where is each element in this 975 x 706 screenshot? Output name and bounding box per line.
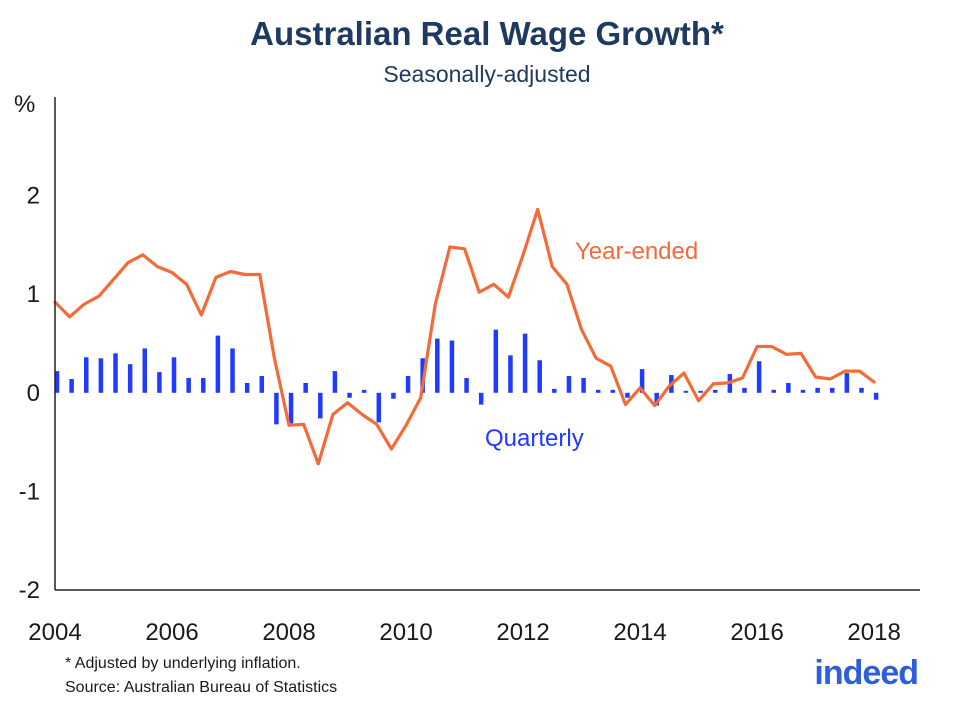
quarterly-bar bbox=[332, 371, 338, 393]
quarterly-bar bbox=[274, 392, 279, 425]
quarterly-bar bbox=[566, 376, 572, 393]
quarterly-bar bbox=[215, 335, 221, 393]
quarterly-bar bbox=[84, 357, 89, 393]
quarterly-bar bbox=[157, 372, 162, 393]
chart-subtitle: Seasonally-adjusted bbox=[383, 61, 590, 87]
quarterly-bar bbox=[347, 392, 352, 398]
quarterly-bar bbox=[756, 361, 762, 393]
quarterly-bar bbox=[69, 378, 74, 393]
quarterly-bar bbox=[610, 389, 616, 393]
quarterly-bar bbox=[552, 388, 557, 393]
quarterly-bar bbox=[54, 371, 60, 393]
quarterly-bar bbox=[493, 329, 499, 393]
y-tick-label: -2 bbox=[19, 577, 40, 604]
quarterly-bar bbox=[171, 357, 177, 393]
quarterly-bar bbox=[742, 387, 747, 393]
quarterly-bar bbox=[230, 348, 235, 393]
quarterly-bar bbox=[259, 376, 265, 393]
source-note: Source: Australian Bureau of Statistics bbox=[65, 679, 337, 696]
y-tick-label: -1 bbox=[19, 478, 40, 505]
quarterly-bar bbox=[186, 378, 191, 393]
quarterly-bar bbox=[508, 355, 513, 393]
quarterly-bar bbox=[201, 378, 206, 393]
quarterly-bar bbox=[361, 389, 367, 393]
x-tick-label: 2014 bbox=[613, 619, 666, 646]
quarterly-bar bbox=[244, 382, 250, 393]
quarterly-bar bbox=[625, 392, 630, 398]
quarterly-bar bbox=[654, 392, 659, 406]
quarterly-bar bbox=[435, 338, 440, 393]
quarterly-bar bbox=[639, 369, 645, 393]
x-axis-ticks: 2004 2006 2008 2010 2012 2014 2016 2018 bbox=[28, 619, 901, 646]
quarterly-bar bbox=[113, 353, 118, 393]
quarterly-bar bbox=[405, 376, 411, 393]
quarterly-bar bbox=[318, 392, 323, 419]
y-axis-ticks: -2 -1 0 1 2 bbox=[19, 183, 40, 604]
quarterly-bar bbox=[683, 390, 689, 393]
y-tick-label: 1 bbox=[27, 281, 40, 308]
footnote: * Adjusted by underlying inflation. bbox=[65, 655, 301, 672]
x-tick-label: 2008 bbox=[262, 619, 315, 646]
quarterly-bar bbox=[581, 378, 586, 393]
year-ended-series-label: Year-ended bbox=[575, 238, 698, 265]
quarterly-bar bbox=[449, 340, 455, 393]
quarterly-bar bbox=[800, 389, 806, 393]
quarterly-bar bbox=[859, 387, 864, 393]
x-tick-label: 2004 bbox=[28, 619, 81, 646]
quarterly-bar bbox=[786, 382, 791, 393]
quarterly-bar bbox=[771, 389, 776, 393]
quarterly-bar bbox=[142, 348, 148, 393]
quarterly-bar bbox=[391, 392, 396, 399]
y-tick-label: 2 bbox=[27, 183, 40, 210]
quarterly-bar bbox=[873, 392, 879, 400]
quarterly-bar bbox=[288, 392, 294, 424]
quarterly-bar bbox=[98, 358, 104, 393]
quarterly-bar bbox=[595, 389, 601, 393]
quarterly-bar bbox=[464, 378, 469, 393]
x-tick-label: 2012 bbox=[496, 619, 549, 646]
year-ended-line bbox=[53, 207, 876, 466]
indeed-logo: indeed bbox=[814, 654, 918, 692]
quarterly-bar bbox=[376, 392, 382, 423]
y-tick-label: 0 bbox=[27, 380, 40, 407]
y-axis-unit-label: % bbox=[14, 91, 35, 118]
quarterly-bar bbox=[712, 389, 718, 393]
quarterly-bar bbox=[522, 333, 528, 393]
quarterly-bar bbox=[303, 382, 308, 393]
x-tick-label: 2010 bbox=[379, 619, 432, 646]
quarterly-series-label: Quarterly bbox=[485, 425, 584, 452]
x-tick-label: 2016 bbox=[730, 619, 783, 646]
quarterly-bar bbox=[844, 373, 850, 393]
quarterly-bar bbox=[815, 387, 820, 393]
quarterly-bar bbox=[698, 390, 703, 393]
x-tick-label: 2006 bbox=[145, 619, 198, 646]
chart-title: Australian Real Wage Growth* bbox=[250, 15, 724, 52]
quarterly-bars bbox=[54, 329, 879, 425]
quarterly-bar bbox=[537, 360, 542, 393]
quarterly-bar bbox=[478, 392, 484, 405]
quarterly-bar bbox=[829, 387, 835, 393]
x-tick-label: 2018 bbox=[847, 619, 900, 646]
quarterly-bar bbox=[127, 364, 133, 393]
